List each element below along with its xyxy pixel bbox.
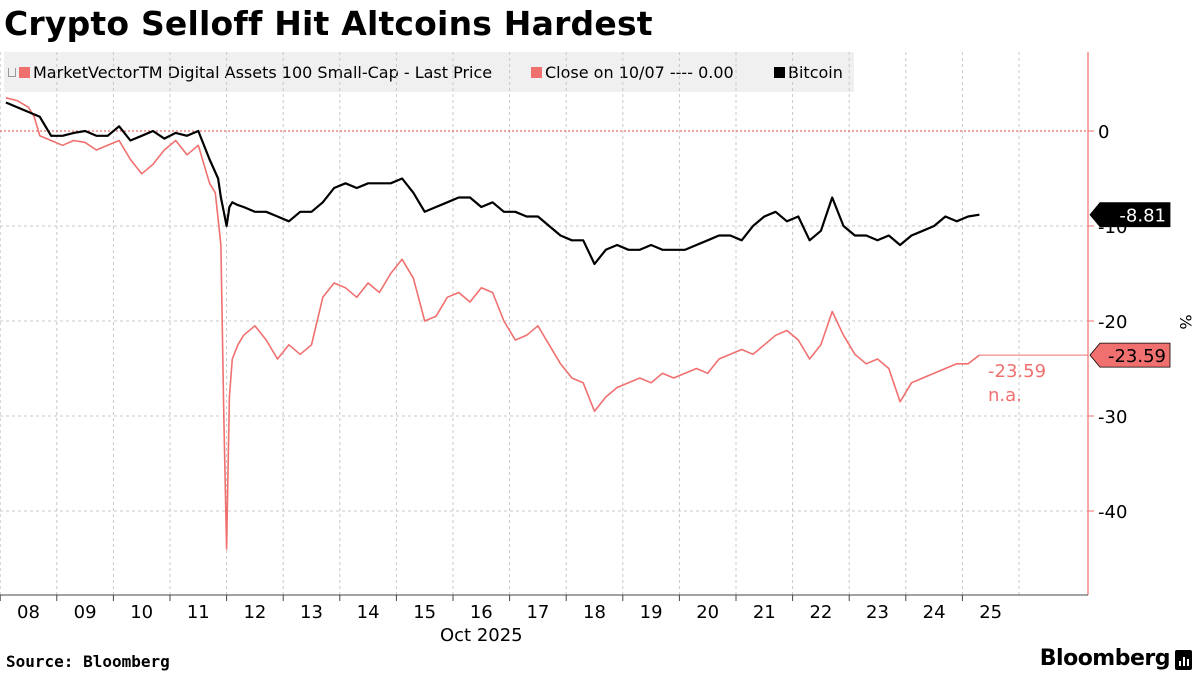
series-end-note-small-cap: n.a.: [988, 385, 1022, 406]
legend-label-small-cap: MarketVectorTM Digital Assets 100 Small-…: [33, 63, 493, 82]
legend-expand-icon[interactable]: [8, 68, 16, 77]
last-value-tag-bitcoin-bg: [1089, 202, 1171, 228]
legend-item-close[interactable]: Close on 10/07 ---- 0.00: [531, 63, 734, 82]
y-axis-label: %: [1176, 314, 1195, 329]
x-tick-label: 08: [17, 602, 40, 623]
x-tick-label: 24: [923, 602, 946, 623]
legend-item-small-cap[interactable]: MarketVectorTM Digital Assets 100 Small-…: [8, 63, 492, 82]
legend-item-bitcoin[interactable]: Bitcoin: [774, 63, 843, 82]
x-tick-label: 20: [696, 602, 719, 623]
last-value-tag-bitcoin: -8.81: [1119, 206, 1166, 227]
y-tick-label: -30: [1098, 407, 1127, 428]
x-tick-label: 22: [809, 602, 832, 623]
y-tick-label: -40: [1098, 502, 1127, 523]
x-tick-label: 14: [357, 602, 380, 623]
x-tick-label: 13: [300, 602, 323, 623]
legend-swatch-bitcoin: [774, 67, 785, 78]
x-tick-label: 12: [243, 602, 266, 623]
last-value-tag-small-cap-bg: [1089, 342, 1171, 368]
x-tick-label: 16: [470, 602, 493, 623]
bloomberg-terminal-icon: [1175, 650, 1192, 670]
x-tick-label: 18: [583, 602, 606, 623]
chart-title: Crypto Selloff Hit Altcoins Hardest: [4, 4, 653, 43]
legend-swatch-close: [531, 67, 542, 78]
x-tick-label: 11: [187, 602, 210, 623]
x-tick-label: 23: [866, 602, 889, 623]
x-axis-label: Oct 2025: [440, 625, 523, 646]
legend-label-close: Close on 10/07 ---- 0.00: [545, 63, 734, 82]
line-series-small-cap: [5, 97, 980, 550]
legend: MarketVectorTM Digital Assets 100 Small-…: [4, 52, 854, 92]
series-end-label-small-cap: -23.59: [988, 361, 1046, 382]
source-note: Source: Bloomberg: [6, 652, 170, 671]
x-tick-label: 09: [74, 602, 97, 623]
brand-logo: Bloomberg: [1039, 646, 1171, 671]
line-series-bitcoin: [5, 101, 980, 266]
y-tick-label: -20: [1098, 312, 1127, 333]
x-tick-label: 25: [979, 602, 1002, 623]
x-tick-label: 21: [753, 602, 776, 623]
x-tick-label: 10: [130, 602, 153, 623]
legend-swatch-small-cap: [19, 67, 30, 78]
x-tick-label: 19: [640, 602, 663, 623]
y-tick-label: 0: [1098, 122, 1109, 143]
legend-label-bitcoin: Bitcoin: [788, 63, 843, 82]
last-value-tag-small-cap: -23.59: [1108, 346, 1166, 367]
x-tick-label: 17: [526, 602, 549, 623]
x-tick-label: 15: [413, 602, 436, 623]
